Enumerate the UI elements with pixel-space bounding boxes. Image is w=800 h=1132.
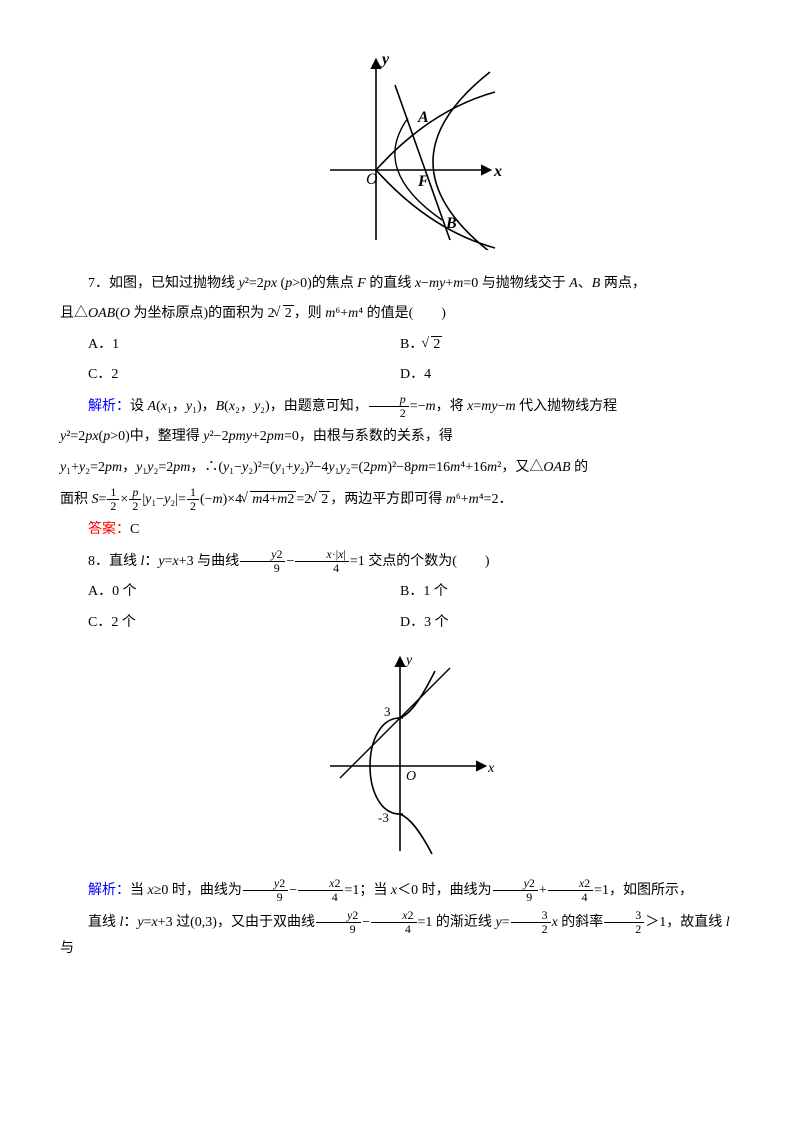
svg-text:O: O [366,171,378,188]
q7-stem-line1: 7．如图，已知过抛物线 y²=2px (p>0)的焦点 F 的直线 x−my+m… [60,271,740,298]
sol7-answer: 答案：C [60,517,740,544]
sol7-line1: 解析：设 A(x₁，y₁)，B(x₂，y₂)，由题意可知，p2=−m，将 x=m… [60,393,740,421]
sol7-line3: y₁+y₂=2pm，y₁y₂=2pm，∴(y₁−y₂)²=(y₁+y₂)²−4y… [60,455,740,482]
q8-option-a: A．0 个 [60,579,400,606]
svg-text:B: B [445,215,457,232]
q7-option-c: C．2 [60,362,400,389]
figure-curve: O x y 3 -3 [60,646,740,867]
q7-option-b: B．2 [400,332,740,359]
q7-option-a: A．1 [60,332,400,359]
svg-text:-3: -3 [378,810,389,825]
q7-stem-line2: 且△OAB(O 为坐标原点)的面积为 22，则 m⁶+m⁴ 的值是( ) [60,301,740,328]
q8-option-b: B．1 个 [400,579,740,606]
svg-text:F: F [417,173,429,190]
svg-text:O: O [406,769,416,784]
sol8-line2: 直线 l：y=x+3 过(0,3)，又由于双曲线y29−x24=1 的渐近线 y… [60,909,740,963]
q8-options-row1: A．0 个 B．1 个 [60,579,740,606]
svg-text:x: x [493,163,502,180]
q8-options-row2: C．2 个 D．3 个 [60,610,740,637]
svg-text:x: x [487,761,495,776]
figure-parabola: O x y A B F [60,50,740,261]
sol8-line1: 解析：当 x≥0 时，曲线为y29−x24=1；当 x＜0 时，曲线为y29+x… [60,877,740,905]
q8-option-c: C．2 个 [60,610,400,637]
q7-options-row2: C．2 D．4 [60,362,740,389]
q7-options-row1: A．1 B．2 [60,332,740,359]
q7-option-d: D．4 [400,362,740,389]
sol7-line4: 面积 S=12×p2|y₁−y₂|=12(−m)×4m4+m2=22，两边平方即… [60,486,740,514]
svg-text:y: y [404,653,413,668]
svg-text:y: y [380,51,390,68]
sol7-line2: y²=2px(p>0)中，整理得 y²−2pmy+2pm=0，由根与系数的关系，… [60,424,740,451]
q8-option-d: D．3 个 [400,610,740,637]
svg-text:A: A [417,109,429,126]
svg-text:3: 3 [384,704,391,719]
q8-stem: 8．直线 l：y=x+3 与曲线y29−x·|x|4=1 交点的个数为( ) [60,548,740,576]
